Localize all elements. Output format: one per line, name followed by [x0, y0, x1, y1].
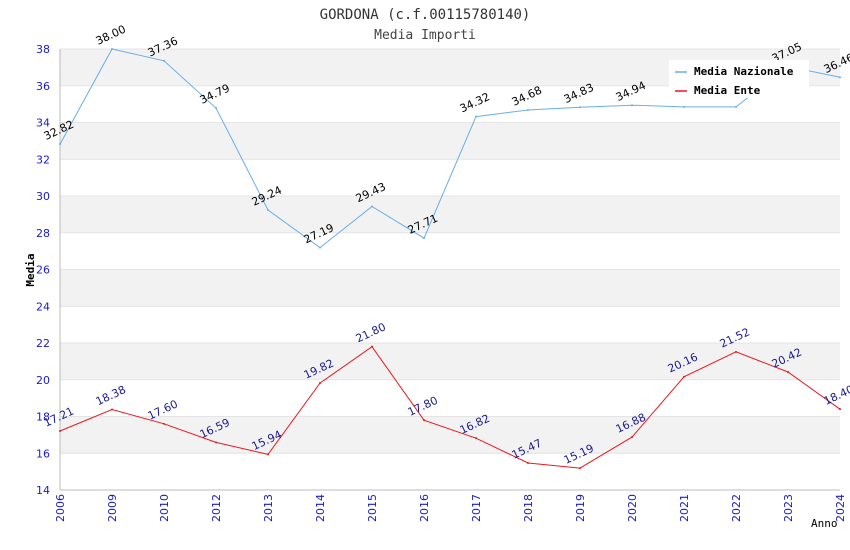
y-tick-label-24: 24: [36, 300, 50, 313]
data-point-media-nazionale-2018: [527, 109, 529, 112]
legend-box: [669, 60, 809, 98]
y-tick-label-36: 36: [36, 80, 50, 93]
x-tick-label-2022: 2022: [730, 494, 743, 522]
y-tick-label-32: 32: [36, 153, 50, 166]
x-tick-label-2010: 2010: [158, 494, 171, 522]
data-point-media-ente-2013: [267, 453, 269, 456]
data-point-media-ente-2022: [735, 350, 737, 353]
data-point-media-ente-2024: [839, 408, 841, 411]
data-point-media-ente-2006: [59, 430, 61, 433]
data-label-media-nazionale-2018: 34.68: [510, 84, 544, 109]
x-tick-label-2013: 2013: [262, 494, 275, 522]
x-axis-label: Anno: [811, 517, 838, 530]
x-tick-label-2020: 2020: [626, 494, 639, 522]
data-point-media-ente-2017: [475, 437, 477, 440]
grid-band: [60, 196, 840, 233]
grid-lines: [60, 48, 840, 491]
y-tick-label-30: 30: [36, 190, 50, 203]
grid-band: [60, 269, 840, 307]
x-tick-label-2006: 2006: [54, 494, 67, 522]
data-point-media-ente-2009: [111, 408, 113, 411]
data-point-media-nazionale-2015: [371, 205, 373, 208]
legend: Media Nazionale Media Ente: [669, 60, 809, 98]
data-point-media-ente-2014: [319, 382, 321, 385]
data-label-media-ente-2009: 18.38: [94, 383, 128, 408]
series-line-media-ente: [59, 346, 841, 469]
data-point-media-nazionale-2024: [839, 76, 841, 79]
data-point-media-ente-2021: [683, 375, 685, 378]
y-tick-label-20: 20: [36, 374, 50, 387]
data-label-media-ente-2024: 18.40: [822, 383, 850, 408]
data-point-media-nazionale-2006: [59, 143, 61, 146]
data-point-media-nazionale-2021: [683, 105, 685, 108]
y-tick-label-34: 34: [36, 117, 50, 130]
data-point-media-ente-2020: [631, 436, 633, 439]
x-tick-label-2016: 2016: [418, 494, 431, 522]
y-tick-label-16: 16: [36, 447, 50, 460]
y-tick-label-18: 18: [36, 411, 50, 424]
data-point-media-nazionale-2016: [423, 237, 425, 240]
data-point-media-nazionale-2013: [267, 208, 269, 211]
data-label-media-nazionale-2017: 34.32: [458, 90, 492, 115]
data-point-media-nazionale-2010: [163, 59, 165, 62]
y-tick-label-14: 14: [36, 484, 50, 497]
data-point-media-nazionale-2009: [111, 48, 113, 50]
data-point-media-nazionale-2020: [631, 104, 633, 107]
data-point-media-ente-2012: [215, 441, 217, 444]
data-point-media-nazionale-2019: [579, 106, 581, 109]
grid-band: [60, 416, 840, 454]
data-point-media-nazionale-2017: [475, 115, 477, 118]
y-axis-label: Media: [24, 253, 37, 286]
x-tick-label-2023: 2023: [782, 494, 795, 522]
legend-label-media-ente: Media Ente: [694, 84, 761, 97]
grid-band: [60, 122, 840, 160]
x-tick-label-2024: 2024: [834, 494, 847, 522]
data-label-media-ente-2016: 17.80: [406, 394, 440, 419]
chart-title: GORDONA (c.f.00115780140): [320, 7, 531, 23]
data-label-media-nazionale-2009: 38.00: [94, 23, 128, 48]
x-tick-label-2012: 2012: [210, 494, 223, 522]
y-tick-label-26: 26: [36, 264, 50, 277]
x-tick-label-2019: 2019: [574, 494, 587, 522]
x-tick-label-2018: 2018: [522, 494, 535, 522]
data-label-media-ente-2015: 21.80: [354, 320, 388, 345]
data-point-media-ente-2016: [423, 419, 425, 422]
grid-band: [60, 343, 840, 380]
y-tick-label-38: 38: [36, 43, 50, 56]
chart-subtitle: Media Importi: [374, 28, 476, 43]
data-point-media-nazionale-2022: [735, 105, 737, 108]
data-point-media-ente-2018: [527, 461, 529, 464]
y-tick-label-22: 22: [36, 337, 50, 350]
x-tick-label-2015: 2015: [366, 494, 379, 522]
series-line-media-nazionale: [59, 48, 841, 249]
x-tick-label-2009: 2009: [106, 494, 119, 522]
y-tick-label-28: 28: [36, 227, 50, 240]
data-point-media-nazionale-2014: [319, 246, 321, 249]
data-point-media-ente-2010: [163, 422, 165, 425]
x-tick-label-2021: 2021: [678, 494, 691, 522]
grid-bands: [60, 49, 840, 454]
legend-label-media-nazionale: Media Nazionale: [694, 65, 794, 78]
data-point-media-nazionale-2012: [215, 106, 217, 109]
x-axis-ticks: 2006 2009 2010 2012 2013 2014 2015 2016 2017 2018…: [54, 494, 847, 522]
data-point-media-ente-2019: [579, 467, 581, 470]
x-tick-label-2014: 2014: [314, 494, 327, 522]
data-point-media-ente-2023: [787, 371, 789, 374]
data-point-media-ente-2015: [371, 345, 373, 348]
y-axis-ticks: 14 16 18 20 22 24 26 28 30 32 34 36 38: [36, 43, 50, 497]
x-tick-label-2017: 2017: [470, 494, 483, 522]
